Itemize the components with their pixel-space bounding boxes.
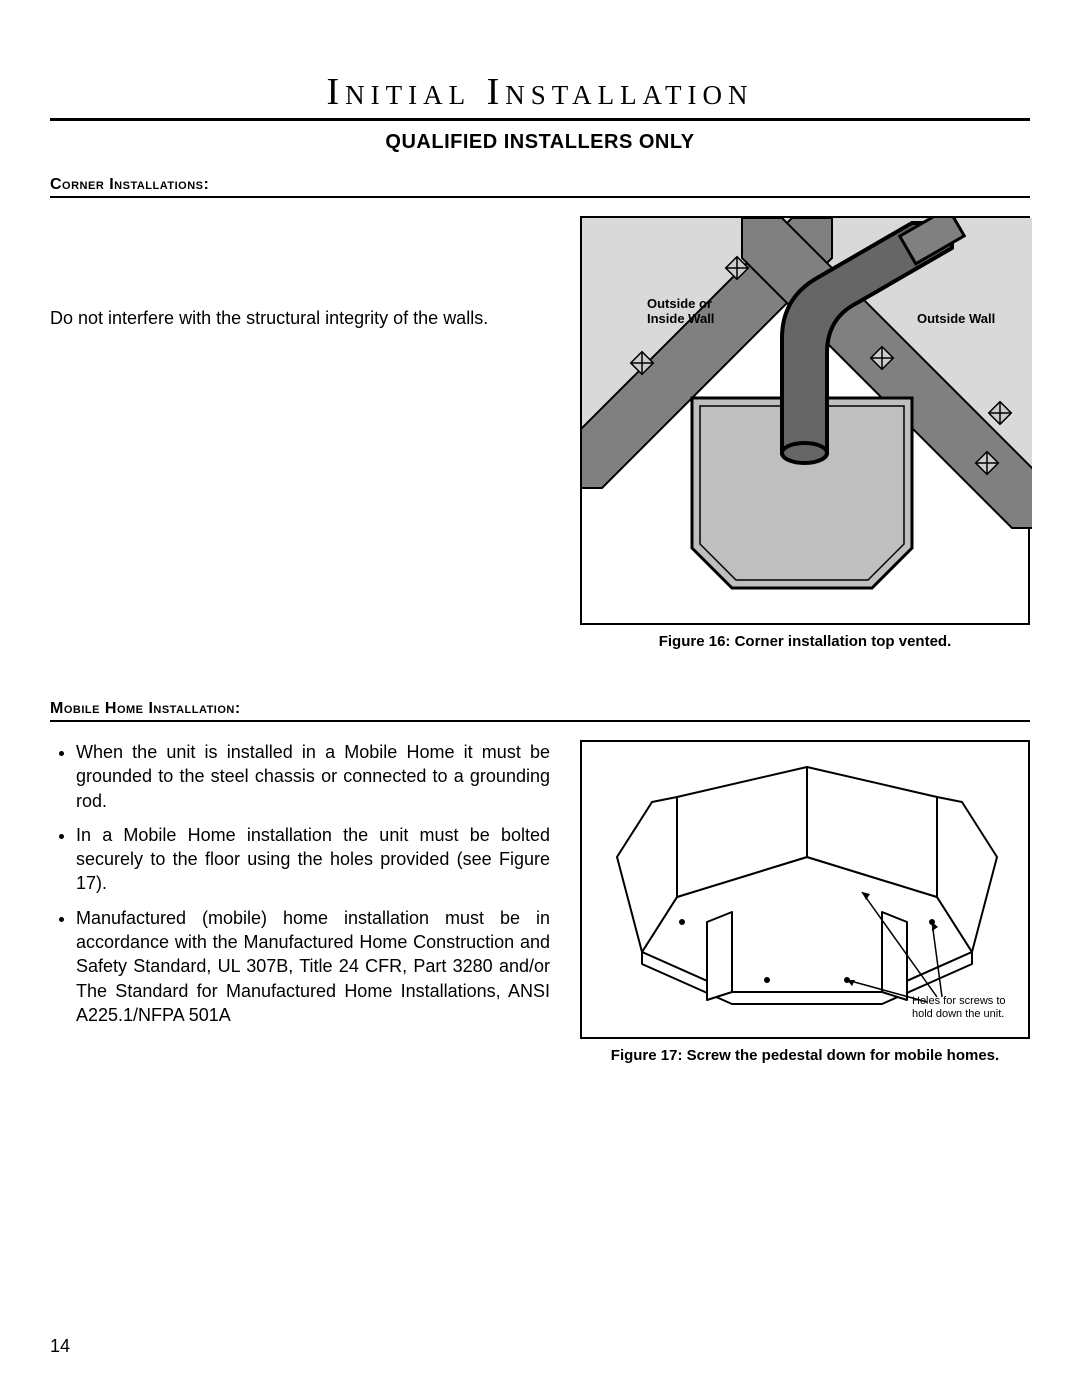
figure-17-caption: Figure 17: Screw the pedestal down for m… — [580, 1047, 1030, 1064]
front-flap-left — [707, 912, 732, 1000]
label-left-2: Inside Wall — [647, 311, 714, 326]
label-left-1: Outside or — [647, 296, 712, 311]
list-item: Manufactured (mobile) home installation … — [76, 906, 550, 1027]
page-subtitle: QUALIFIED INSTALLERS ONLY — [50, 131, 1030, 154]
annotation-line1: Holes for screws to — [912, 995, 1006, 1007]
page-title: Initial Installation — [50, 70, 1030, 114]
list-item: In a Mobile Home installation the unit m… — [76, 823, 550, 896]
figure-16-caption: Figure 16: Corner installation top vente… — [580, 633, 1030, 650]
annotation-line2: hold down the unit. — [912, 1008, 1004, 1020]
list-item: When the unit is installed in a Mobile H… — [76, 740, 550, 813]
section2-rule — [50, 720, 1030, 722]
label-right: Outside Wall — [917, 311, 995, 326]
title-rule — [50, 118, 1030, 121]
section2-heading: Mobile Home Installation: — [50, 700, 1030, 718]
page-number: 14 — [50, 1336, 70, 1357]
figure-17-svg: Holes for screws to hold down the unit. — [582, 742, 1032, 1032]
section1-body: Do not interfere with the structural int… — [50, 306, 550, 330]
section2-bullets: When the unit is installed in a Mobile H… — [50, 740, 550, 1027]
figure-16-svg: Outside or Inside Wall Outside Wall — [582, 218, 1032, 618]
section1-heading: Corner Installations: — [50, 176, 1030, 194]
figure-17-box: Holes for screws to hold down the unit. — [580, 740, 1030, 1039]
figure-16-box: Outside or Inside Wall Outside Wall — [580, 216, 1030, 625]
section1-rule — [50, 196, 1030, 198]
